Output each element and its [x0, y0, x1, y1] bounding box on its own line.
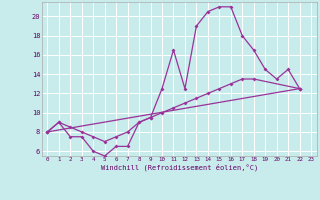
X-axis label: Windchill (Refroidissement éolien,°C): Windchill (Refroidissement éolien,°C)	[100, 164, 258, 171]
